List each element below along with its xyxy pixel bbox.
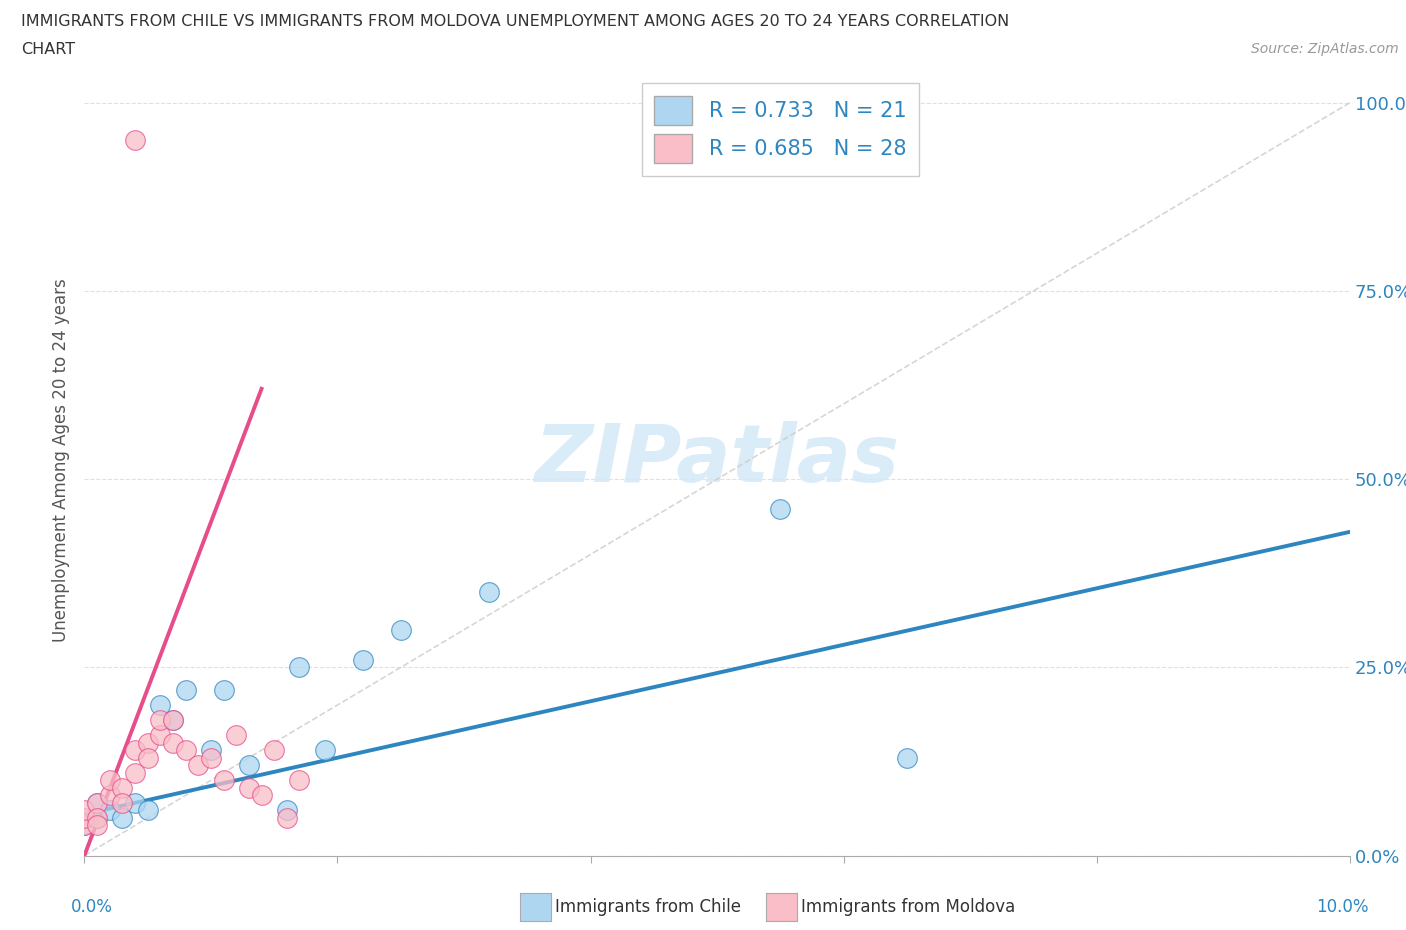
- Text: 0.0%: 0.0%: [70, 897, 112, 916]
- Point: [136, 751, 159, 765]
- Text: IMMIGRANTS FROM CHILE VS IMMIGRANTS FROM MOLDOVA UNEMPLOYMENT AMONG AGES 20 TO 2: IMMIGRANTS FROM CHILE VS IMMIGRANTS FROM…: [21, 14, 1010, 29]
- Point: [136, 736, 159, 751]
- Point: [389, 622, 412, 637]
- Point: [352, 653, 374, 668]
- Point: [250, 788, 273, 803]
- Point: [124, 743, 146, 758]
- Point: [86, 811, 108, 826]
- Point: [478, 585, 501, 600]
- Point: [238, 758, 260, 773]
- Point: [149, 727, 172, 742]
- Point: [174, 743, 197, 758]
- Point: [162, 736, 184, 751]
- Text: Immigrants from Chile: Immigrants from Chile: [555, 897, 741, 916]
- Point: [288, 773, 311, 788]
- Text: CHART: CHART: [21, 42, 75, 57]
- Point: [212, 683, 235, 698]
- Point: [124, 765, 146, 780]
- Point: [314, 743, 336, 758]
- Point: [98, 773, 121, 788]
- Point: [73, 803, 96, 817]
- Point: [86, 795, 108, 810]
- Point: [276, 811, 298, 826]
- Text: Source: ZipAtlas.com: Source: ZipAtlas.com: [1251, 42, 1399, 56]
- Point: [276, 803, 298, 817]
- Point: [136, 803, 159, 817]
- Point: [896, 751, 918, 765]
- Point: [73, 811, 96, 826]
- Point: [73, 818, 96, 833]
- Point: [187, 758, 209, 773]
- Point: [124, 795, 146, 810]
- Text: Immigrants from Moldova: Immigrants from Moldova: [801, 897, 1015, 916]
- Point: [149, 698, 172, 712]
- Text: ZIPatlas: ZIPatlas: [534, 421, 900, 499]
- Point: [769, 502, 792, 517]
- Point: [263, 743, 285, 758]
- Point: [162, 712, 184, 727]
- Text: 10.0%: 10.0%: [1316, 897, 1369, 916]
- Point: [73, 818, 96, 833]
- Point: [86, 795, 108, 810]
- Point: [149, 712, 172, 727]
- Point: [86, 811, 108, 826]
- Point: [162, 712, 184, 727]
- Point: [288, 660, 311, 675]
- Y-axis label: Unemployment Among Ages 20 to 24 years: Unemployment Among Ages 20 to 24 years: [52, 278, 70, 643]
- Point: [200, 743, 222, 758]
- Point: [238, 780, 260, 795]
- Point: [225, 727, 247, 742]
- Point: [111, 780, 134, 795]
- Point: [98, 788, 121, 803]
- Point: [174, 683, 197, 698]
- Point: [111, 811, 134, 826]
- Point: [98, 803, 121, 817]
- Point: [212, 773, 235, 788]
- Point: [200, 751, 222, 765]
- Point: [124, 133, 146, 148]
- Legend: R = 0.733   N = 21, R = 0.685   N = 28: R = 0.733 N = 21, R = 0.685 N = 28: [643, 84, 918, 176]
- Point: [86, 818, 108, 833]
- Point: [111, 795, 134, 810]
